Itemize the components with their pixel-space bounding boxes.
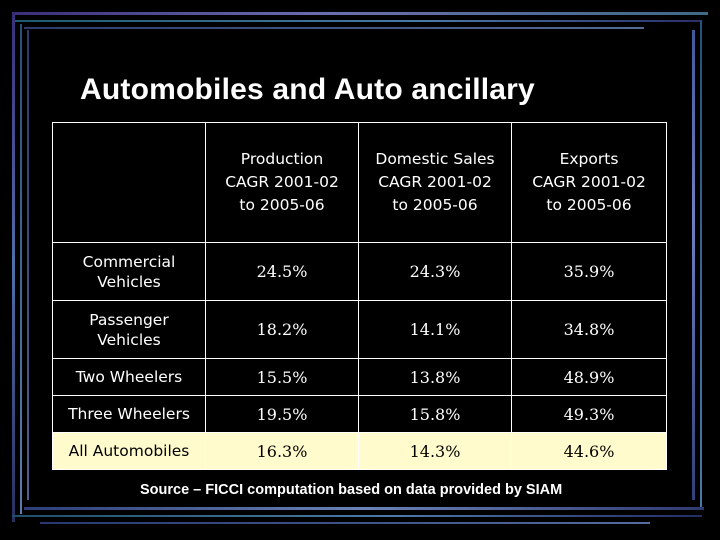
slide-title: Automobiles and Auto ancillary — [80, 73, 535, 106]
domestic-sales-cell: 13.8% — [358, 358, 512, 396]
row-label: Three Wheelers — [52, 395, 206, 433]
decorative-stripe — [12, 20, 702, 22]
decorative-stripe — [12, 12, 708, 15]
row-label-line: Three Wheelers — [68, 405, 190, 423]
exports-cell: 49.3% — [511, 395, 667, 433]
production-cell: 24.5% — [205, 242, 359, 301]
row-label-line: Passenger — [89, 310, 169, 329]
row-label-line: All Automobiles — [68, 442, 190, 460]
decorative-stripe — [24, 507, 704, 510]
decorative-stripe — [692, 30, 695, 500]
production-cell: 15.5% — [205, 358, 359, 396]
header-line: Domestic Sales — [375, 150, 495, 168]
row-label-line: Commercial — [82, 252, 176, 271]
row-label-line: Vehicles — [97, 272, 161, 291]
source-note: Source – FICCI computation based on data… — [140, 482, 563, 498]
table-row-highlighted: All Automobiles 16.3% 14.3% 44.6% — [52, 432, 667, 470]
cagr-table: Production CAGR 2001-02 to 2005-06 Domes… — [52, 122, 667, 470]
decorative-stripe — [40, 522, 650, 524]
header-row: Production CAGR 2001-02 to 2005-06 Domes… — [52, 122, 667, 243]
decorative-stripe — [12, 12, 15, 522]
header-corner-cell — [52, 122, 206, 243]
header-line: CAGR 2001-02 — [378, 173, 492, 191]
table-row: Two Wheelers 15.5% 13.8% 48.9% — [52, 358, 667, 396]
exports-cell: 44.6% — [511, 432, 667, 470]
domestic-sales-cell: 15.8% — [358, 395, 512, 433]
exports-cell: 48.9% — [511, 358, 667, 396]
production-cell: 16.3% — [205, 432, 359, 470]
header-production: Production CAGR 2001-02 to 2005-06 — [205, 122, 359, 243]
row-label: Two Wheelers — [52, 358, 206, 396]
row-label: Passenger Vehicles — [52, 300, 206, 359]
header-line: Exports — [559, 150, 619, 168]
header-line: CAGR 2001-02 — [225, 173, 339, 191]
exports-cell: 35.9% — [511, 242, 667, 301]
production-cell: 18.2% — [205, 300, 359, 359]
header-exports: Exports CAGR 2001-02 to 2005-06 — [511, 122, 667, 243]
table-row: Commercial Vehicles 24.5% 24.3% 35.9% — [52, 242, 667, 301]
domestic-sales-cell: 14.1% — [358, 300, 512, 359]
header-line: to 2005-06 — [392, 196, 478, 214]
domestic-sales-cell: 14.3% — [358, 432, 512, 470]
header-line: CAGR 2001-02 — [532, 173, 646, 191]
row-label-line: Two Wheelers — [75, 368, 183, 386]
row-label-line: Vehicles — [97, 330, 161, 349]
production-cell: 19.5% — [205, 395, 359, 433]
header-domestic-sales: Domestic Sales CAGR 2001-02 to 2005-06 — [358, 122, 512, 243]
table-row: Passenger Vehicles 18.2% 14.1% 34.8% — [52, 300, 667, 359]
decorative-stripe — [700, 20, 702, 510]
row-label: Commercial Vehicles — [52, 242, 206, 301]
decorative-stripe — [20, 24, 22, 514]
domestic-sales-cell: 24.3% — [358, 242, 512, 301]
decorative-stripe — [27, 30, 29, 500]
decorative-stripe — [24, 27, 644, 29]
header-line: to 2005-06 — [546, 196, 632, 214]
exports-cell: 34.8% — [511, 300, 667, 359]
table-row: Three Wheelers 19.5% 15.8% 49.3% — [52, 395, 667, 433]
decorative-stripe — [12, 515, 702, 517]
row-label: All Automobiles — [52, 432, 206, 470]
header-line: to 2005-06 — [239, 196, 325, 214]
header-line: Production — [240, 150, 324, 168]
